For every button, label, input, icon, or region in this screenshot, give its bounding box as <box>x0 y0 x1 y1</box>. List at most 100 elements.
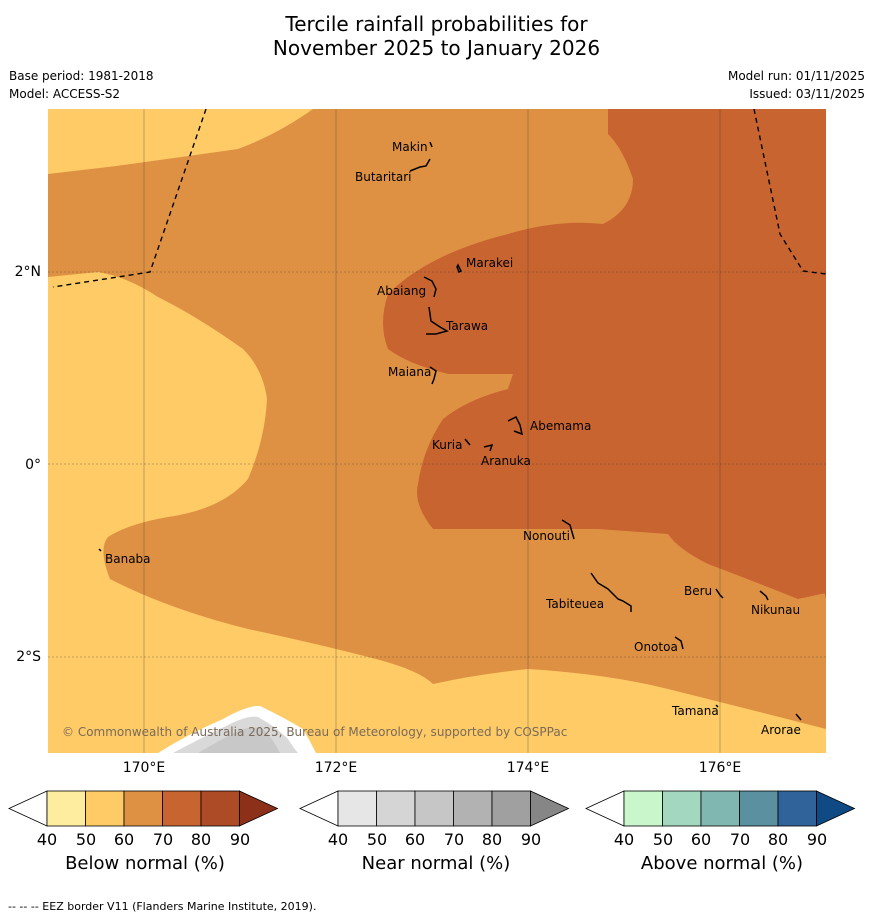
below-band-4 <box>162 790 202 827</box>
label-kuria: Kuria <box>432 438 463 452</box>
near-band-2 <box>376 790 416 827</box>
island-makin <box>429 141 433 148</box>
colorbar-near-tick: 80 <box>481 830 503 849</box>
label-abaiang: Abaiang <box>377 284 426 298</box>
title-line-2: November 2025 to January 2026 <box>272 36 601 60</box>
colorbar-near-tick: 70 <box>443 830 465 849</box>
title-line-1: Tercile rainfall probabilities for <box>285 12 588 36</box>
colorbar-below-tick: 50 <box>75 830 97 849</box>
tick-lat-2s: 2°S <box>16 649 41 665</box>
below-band-1 <box>46 790 86 827</box>
island-abaiang <box>423 276 437 298</box>
island-nonouti <box>561 519 575 540</box>
eez-border-east <box>753 109 826 275</box>
below-band-2 <box>85 790 125 827</box>
issued-date: Issued: 03/11/2025 <box>749 87 865 101</box>
colorbar-above-tick: 40 <box>613 830 635 849</box>
tick-lat-2n: 2°N <box>14 264 41 280</box>
near-band-3 <box>414 790 454 827</box>
colorbar-below-normal <box>8 790 279 827</box>
island-aranuka <box>483 443 494 452</box>
place-labels: Makin Butaritari Marakei Abaiang Tarawa … <box>105 140 801 737</box>
above-band-1 <box>623 790 663 827</box>
region-near-normal-core <box>198 727 280 753</box>
island-arorae <box>795 713 802 721</box>
colorbar-below-tick: 80 <box>190 830 212 849</box>
island-banaba <box>98 548 102 552</box>
above-band-2 <box>662 790 702 827</box>
near-high-extension <box>530 790 570 827</box>
island-marakei <box>456 263 463 274</box>
colorbar-near-tick: 50 <box>366 830 388 849</box>
tick-lon-170e: 170°E <box>122 760 166 776</box>
label-butaritari: Butaritari <box>355 170 412 184</box>
below-band-5 <box>200 790 240 827</box>
near-band-1 <box>337 790 377 827</box>
tick-lon-172e: 172°E <box>314 760 358 776</box>
colorbar-near-tick: 40 <box>327 830 349 849</box>
island-tabiteuea <box>590 572 632 612</box>
label-tamana: Tamana <box>671 704 719 718</box>
region-below-40-50-west <box>48 272 826 753</box>
island-onotoa <box>674 636 684 650</box>
label-tarawa: Tarawa <box>445 319 488 333</box>
above-band-3 <box>700 790 740 827</box>
colorbar-above-title: Above normal (%) <box>640 853 804 874</box>
near-band-4 <box>453 790 493 827</box>
label-arorae: Arorae <box>761 723 801 737</box>
colorbar-above-normal <box>585 790 856 827</box>
island-nikunau <box>759 590 769 601</box>
colorbar-above-tick: 70 <box>729 830 751 849</box>
label-maiana: Maiana <box>388 365 431 379</box>
colorbar-above-tick: 90 <box>806 830 828 849</box>
above-band-4 <box>739 790 779 827</box>
colorbar-below-tick: 70 <box>152 830 174 849</box>
graticule <box>48 109 826 753</box>
label-nikunau: Nikunau <box>751 603 800 617</box>
islands <box>98 141 802 721</box>
below-band-3 <box>123 790 163 827</box>
model-name: Model: ACCESS-S2 <box>9 87 121 101</box>
island-abemama <box>507 415 524 436</box>
eez-borders <box>52 109 826 288</box>
above-high-extension <box>816 790 856 827</box>
island-kuria <box>464 438 471 446</box>
colorbar-near-title: Near normal (%) <box>361 853 511 874</box>
tick-lon-174e: 174°E <box>506 760 550 776</box>
colorbar-above-tick: 60 <box>690 830 712 849</box>
colorbar-near-normal <box>299 790 570 827</box>
island-beru <box>715 588 724 599</box>
colorbar-below-title: Below normal (%) <box>65 853 225 874</box>
label-tabiteuea: Tabiteuea <box>545 597 604 611</box>
colorbar-near-tick: 60 <box>404 830 426 849</box>
island-tarawa <box>426 306 449 335</box>
base-period: Base period: 1981-2018 <box>9 69 154 83</box>
label-onotoa: Onotoa <box>634 640 678 654</box>
below-high-extension <box>239 790 279 827</box>
label-aranuka: Aranuka <box>481 454 531 468</box>
eez-border-west <box>52 109 207 288</box>
label-beru: Beru <box>684 584 712 598</box>
island-butaritari <box>409 158 431 172</box>
label-banaba: Banaba <box>105 552 151 566</box>
region-below-40-50-top-left <box>48 109 313 174</box>
tick-lon-176e: 176°E <box>698 760 742 776</box>
island-tamana <box>715 704 719 708</box>
colorbar-above-tick: 80 <box>767 830 789 849</box>
above-band-5 <box>777 790 817 827</box>
colorbar-below-tick: 90 <box>229 830 251 849</box>
copyright-notice: © Commonwealth of Australia 2025, Bureau… <box>62 725 567 739</box>
label-abemama: Abemama <box>530 419 591 433</box>
colorbar-near-tick: 90 <box>520 830 542 849</box>
colorbar-above-tick: 50 <box>652 830 674 849</box>
label-makin: Makin <box>392 140 428 154</box>
near-low-extension <box>299 790 339 827</box>
colorbar-below-tick: 40 <box>36 830 58 849</box>
island-maiana <box>429 366 437 385</box>
tick-lat-0: 0° <box>25 457 41 473</box>
near-band-5 <box>491 790 531 827</box>
model-run-date: Model run: 01/11/2025 <box>727 69 865 83</box>
above-low-extension <box>585 790 625 827</box>
eez-footnote: -- -- -- EEZ border V11 (Flanders Marine… <box>8 900 317 913</box>
rainfall-probability-map: Makin Butaritari Marakei Abaiang Tarawa … <box>48 109 826 753</box>
